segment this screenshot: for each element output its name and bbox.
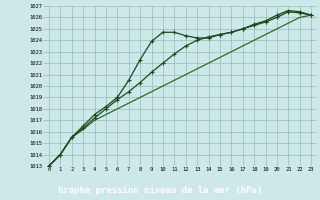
Text: Graphe pression niveau de la mer (hPa): Graphe pression niveau de la mer (hPa) <box>58 186 262 195</box>
